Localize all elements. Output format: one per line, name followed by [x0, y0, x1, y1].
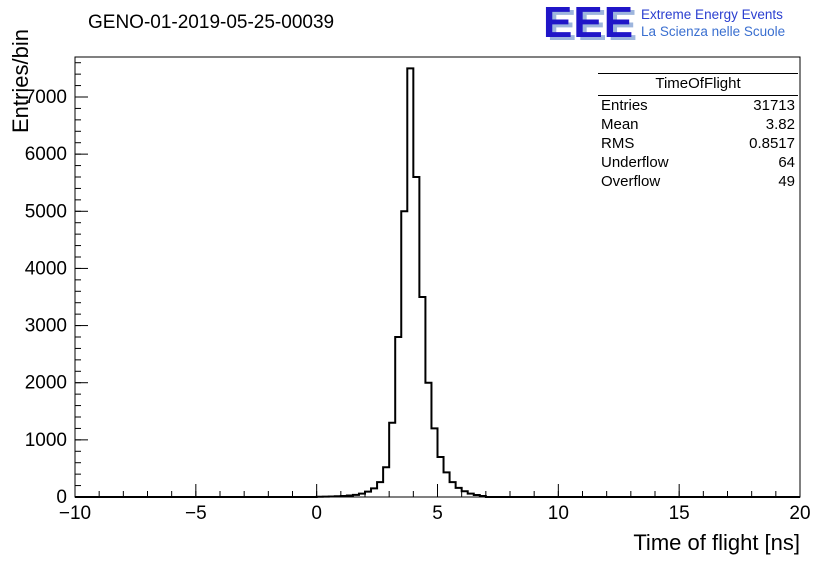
eee-logo-text: EEE [543, 0, 635, 47]
y-tick-label: 4000 [25, 258, 67, 279]
stats-row: Overflow 49 [601, 173, 795, 190]
x-tick-label: 20 [789, 503, 810, 524]
x-tick-label: −5 [185, 503, 207, 524]
stats-box: TimeOfFlight Entries 31713 Mean 3.82 RMS 0.85… [598, 73, 798, 191]
y-tick-label: 2000 [25, 373, 67, 394]
histogram-line [75, 67, 800, 498]
y-axis-title: Entries/bin [8, 29, 33, 133]
stats-row: Mean 3.82 [601, 116, 795, 133]
stats-box-rows: Entries 31713 Mean 3.82 RMS 0.8517 Underflow 64… [598, 96, 798, 191]
stats-box-title: TimeOfFlight [598, 74, 798, 96]
plot-title: GENO-01-2019-05-25-00039 [88, 12, 335, 33]
x-tick-label: 15 [669, 503, 690, 524]
stats-row: Underflow 64 [601, 154, 795, 171]
logo-line1: Extreme Energy Events [641, 7, 783, 22]
x-tick-label: −10 [59, 503, 91, 524]
eee-logo: EEE Extreme Energy Events La Scienza nel… [543, 0, 785, 47]
x-axis-title: Time of flight [ns] [633, 530, 800, 555]
stats-row: Entries 31713 [601, 97, 795, 114]
y-tick-label: 1000 [25, 430, 67, 451]
axes-group: −10 −5 0 5 10 15 20 0 1000 2000 3000 4000 5000 6000 70… [25, 56, 811, 524]
x-tick-label: 10 [548, 503, 569, 524]
y-tick-label: 7000 [25, 87, 67, 108]
stats-row: RMS 0.8517 [601, 135, 795, 152]
eee-logo-caption: Extreme Energy Events La Scienza nelle S… [641, 4, 785, 41]
y-tick-label: 5000 [25, 201, 67, 222]
y-tick-label: 0 [56, 487, 67, 508]
y-tick-label: 3000 [25, 316, 67, 337]
x-tick-label: 0 [311, 503, 322, 524]
logo-line2: La Scienza nelle Scuole [641, 23, 786, 39]
x-tick-label: 5 [432, 503, 443, 524]
y-tick-label: 6000 [25, 144, 67, 165]
